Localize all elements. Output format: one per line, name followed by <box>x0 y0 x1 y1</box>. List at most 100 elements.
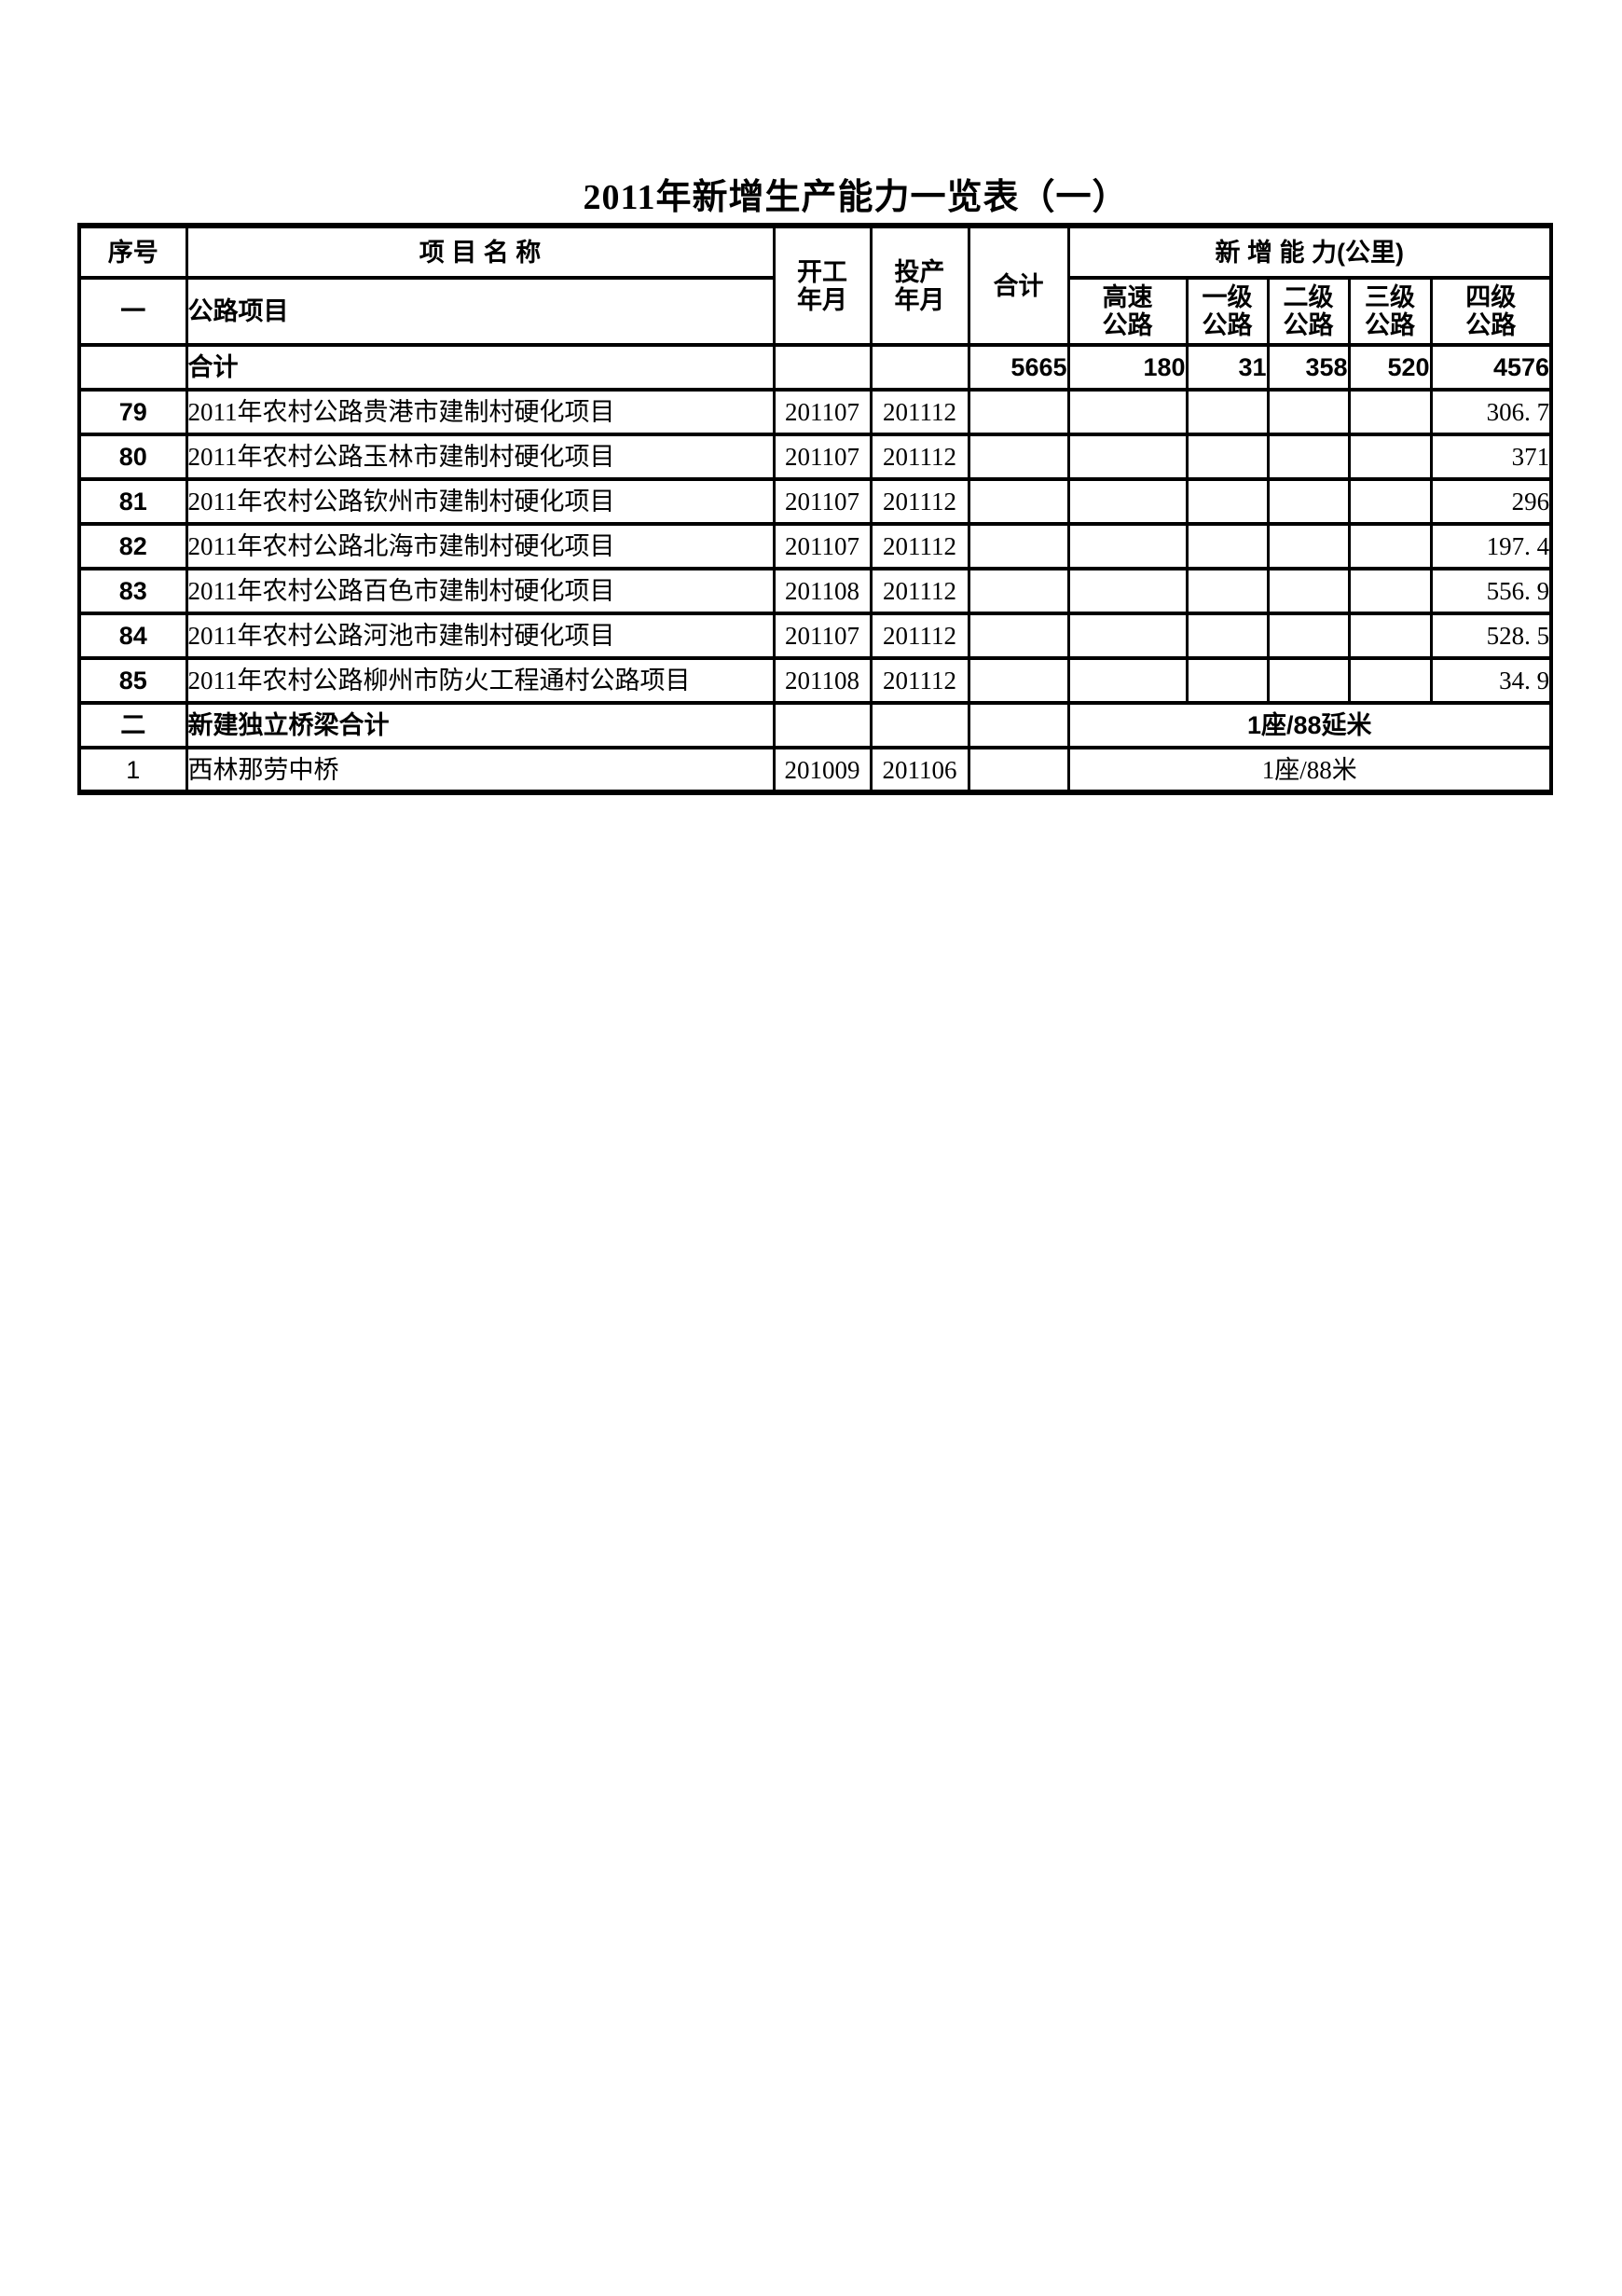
cell-grade2-empty <box>1266 388 1351 436</box>
bridge-total-capacity: 1座/88延米 <box>1066 701 1553 749</box>
cell-expressway-empty <box>1066 433 1189 481</box>
cell-total-empty <box>967 522 1070 571</box>
cell-grade3-empty <box>1347 477 1433 526</box>
cell-production-empty <box>869 701 970 749</box>
header-project-name: 项 目 名 称 <box>185 224 776 280</box>
cell-total-empty <box>967 656 1070 705</box>
total-row-expressway: 180 <box>1066 343 1189 392</box>
total-row-label: 合计 <box>185 343 776 392</box>
cell-serial: 81 <box>77 477 188 526</box>
table-row: 85 2011年农村公路柳州市防火工程通村公路项目 201108 201112 … <box>77 656 1553 705</box>
cell-serial: 79 <box>77 388 188 436</box>
cell-production-date: 201106 <box>869 746 970 794</box>
cell-start-date: 201107 <box>772 477 873 526</box>
cell-total-empty <box>967 477 1070 526</box>
cell-total-empty <box>967 433 1070 481</box>
cell-grade4-value: 371 <box>1429 433 1553 481</box>
cell-expressway-empty <box>1066 388 1189 436</box>
cell-grade4-value: 306. 7 <box>1429 388 1553 436</box>
cell-grade4-value: 34. 9 <box>1429 656 1553 705</box>
cell-grade4-value: 197. 4 <box>1429 522 1553 571</box>
cell-grade3-empty <box>1347 522 1433 571</box>
page-title: 2011年新增生产能力一览表（一） <box>583 178 1129 217</box>
cell-production-date: 201112 <box>869 612 970 660</box>
cell-grade2-empty <box>1266 567 1351 615</box>
cell-total-empty <box>967 567 1070 615</box>
cell-grade1-empty <box>1185 612 1270 660</box>
cell-grade2-empty <box>1266 433 1351 481</box>
header-subcol-grade3: 三级 公路 <box>1347 276 1433 347</box>
cell-grade1-empty <box>1185 567 1270 615</box>
cell-serial: 85 <box>77 656 188 705</box>
cell-project-name: 2011年农村公路钦州市建制村硬化项目 <box>185 477 776 526</box>
cell-grade3-empty <box>1347 567 1433 615</box>
table-row: 83 2011年农村公路百色市建制村硬化项目 201108 201112 556… <box>77 567 1553 615</box>
total-row-grade4: 4576 <box>1429 343 1553 392</box>
cell-start-date: 201107 <box>772 388 873 436</box>
table-row: 79 2011年农村公路贵港市建制村硬化项目 201107 201112 306… <box>77 388 1553 436</box>
cell-production-date: 201112 <box>869 477 970 526</box>
table-row: 81 2011年农村公路钦州市建制村硬化项目 201107 201112 296 <box>77 477 1553 526</box>
cell-project-name: 2011年农村公路贵港市建制村硬化项目 <box>185 388 776 436</box>
cell-serial: 83 <box>77 567 188 615</box>
capacity-table: 序号 项 目 名 称 开工 年月 投产 年月 合计 新 增 能 力(公里) 一 … <box>77 223 1554 795</box>
cell-start-empty <box>772 343 873 392</box>
bridge-row: 1 西林那劳中桥 201009 201106 1座/88米 <box>77 746 1553 794</box>
cell-total-empty <box>967 701 1070 749</box>
cell-start-date: 201107 <box>772 612 873 660</box>
table-row: 82 2011年农村公路北海市建制村硬化项目 201107 201112 197… <box>77 522 1553 571</box>
bridge-section-row: 二 新建独立桥梁合计 1座/88延米 <box>77 701 1553 749</box>
header-capacity-group: 新 增 能 力(公里) <box>1066 224 1553 280</box>
section-highway-serial: 一 <box>77 276 188 347</box>
total-row-grade2: 358 <box>1266 343 1351 392</box>
header-production-date: 投产 年月 <box>869 224 970 347</box>
section-bridge-label: 新建独立桥梁合计 <box>185 701 776 749</box>
cell-grade1-empty <box>1185 656 1270 705</box>
cell-serial-empty <box>77 343 188 392</box>
header-row-2: 一 公路项目 高速 公路 一级 公路 二级 公路 三级 公路 四级 公路 <box>77 276 1553 347</box>
cell-grade1-empty <box>1185 477 1270 526</box>
cell-grade3-empty <box>1347 612 1433 660</box>
cell-serial: 80 <box>77 433 188 481</box>
section-bridge-serial: 二 <box>77 701 188 749</box>
bridge-capacity: 1座/88米 <box>1066 746 1553 794</box>
cell-grade4-value: 528. 5 <box>1429 612 1553 660</box>
cell-grade3-empty <box>1347 656 1433 705</box>
cell-production-date: 201112 <box>869 522 970 571</box>
header-start-date: 开工 年月 <box>772 224 873 347</box>
table-row: 84 2011年农村公路河池市建制村硬化项目 201107 201112 528… <box>77 612 1553 660</box>
cell-project-name: 西林那劳中桥 <box>185 746 776 794</box>
section-highway-label: 公路项目 <box>185 276 776 347</box>
cell-serial: 84 <box>77 612 188 660</box>
cell-grade2-empty <box>1266 522 1351 571</box>
cell-production-empty <box>869 343 970 392</box>
cell-production-date: 201112 <box>869 388 970 436</box>
cell-start-date: 201108 <box>772 567 873 615</box>
cell-expressway-empty <box>1066 612 1189 660</box>
cell-grade3-empty <box>1347 433 1433 481</box>
cell-expressway-empty <box>1066 567 1189 615</box>
cell-grade3-empty <box>1347 388 1433 436</box>
cell-grade4-value: 556. 9 <box>1429 567 1553 615</box>
cell-start-date: 201107 <box>772 522 873 571</box>
header-row-1: 序号 项 目 名 称 开工 年月 投产 年月 合计 新 增 能 力(公里) <box>77 224 1553 347</box>
cell-start-date: 201009 <box>772 746 873 794</box>
total-row-grade1: 31 <box>1185 343 1270 392</box>
header-subcol-expressway: 高速 公路 <box>1066 276 1189 347</box>
header-subcol-grade4: 四级 公路 <box>1429 276 1553 347</box>
cell-grade2-empty <box>1266 477 1351 526</box>
header-subcol-grade1: 一级 公路 <box>1185 276 1270 347</box>
total-row: 合计 5665 180 31 358 520 4576 <box>77 343 1553 392</box>
cell-total-empty <box>967 388 1070 436</box>
total-row-grade3: 520 <box>1347 343 1433 392</box>
header-serial: 序号 <box>77 224 188 280</box>
cell-grade1-empty <box>1185 388 1270 436</box>
cell-start-date: 201108 <box>772 656 873 705</box>
cell-project-name: 2011年农村公路北海市建制村硬化项目 <box>185 522 776 571</box>
cell-project-name: 2011年农村公路柳州市防火工程通村公路项目 <box>185 656 776 705</box>
cell-grade1-empty <box>1185 433 1270 481</box>
cell-start-empty <box>772 701 873 749</box>
cell-total-empty <box>967 746 1070 794</box>
cell-project-name: 2011年农村公路百色市建制村硬化项目 <box>185 567 776 615</box>
